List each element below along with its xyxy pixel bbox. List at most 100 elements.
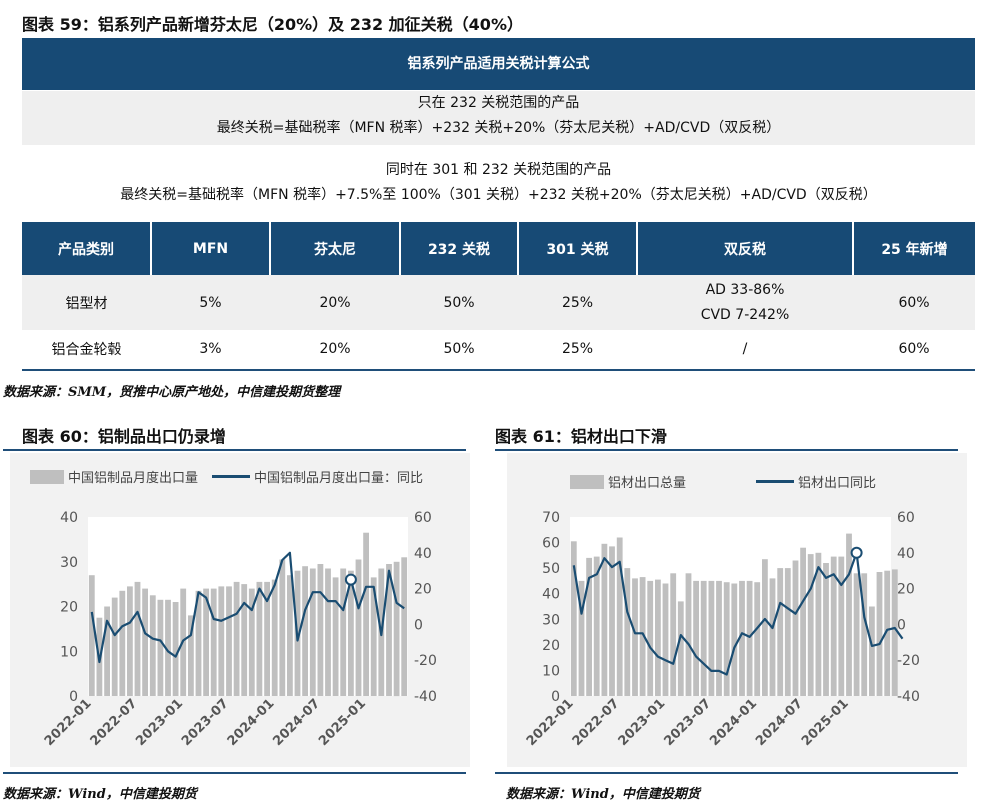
bar — [401, 557, 408, 696]
legend-line-swatch — [212, 475, 251, 478]
cell-new25: 60% — [853, 330, 975, 368]
formula1-text: 最终关税=基础税率（MFN 税率）+232 关税+20%（芬太尼关税）+AD/C… — [216, 120, 781, 136]
x-tick-label: 2022-07 — [570, 696, 623, 749]
bar — [332, 577, 339, 696]
y-left-tick-label: 10 — [60, 644, 78, 660]
fig60-source: 数据来源：Wind，中信建投期货 — [3, 787, 197, 802]
cell-adcvd: AD 33-86% CVD 7-242% — [637, 275, 853, 330]
col-header: 产品类别 — [22, 222, 152, 275]
bar — [846, 533, 852, 696]
x-tick-label: 2023-01 — [133, 696, 186, 749]
cell-adcvd: / — [637, 330, 853, 368]
y-right-tick-label: -20 — [414, 653, 437, 669]
col-header: 25 年新增 — [853, 222, 975, 275]
bar — [279, 559, 286, 696]
bar — [570, 541, 577, 696]
bar — [203, 588, 209, 696]
bar — [723, 582, 730, 696]
bar — [172, 602, 179, 696]
y-left-tick-label: 20 — [60, 600, 78, 616]
bar — [348, 570, 354, 696]
bar — [355, 559, 362, 696]
y-left-tick-label: 30 — [60, 555, 78, 571]
col-header: 232 关税 — [400, 222, 519, 275]
fig61-source: 数据来源：Wind，中信建投期货 — [506, 787, 700, 802]
plot-area — [570, 517, 891, 696]
bar — [662, 583, 669, 696]
cell-301: 25% — [518, 275, 637, 330]
bar — [716, 580, 722, 696]
table-header-row: 产品类别 MFN 芬太尼 232 关税 301 关税 双反税 25 年新增 — [22, 222, 975, 275]
cell-name: 铝型材 — [22, 275, 151, 330]
bar — [317, 564, 324, 696]
y-right-tick-label: 60 — [414, 510, 432, 526]
chart61-legend: 铝材出口总量 铝材出口同比 — [570, 472, 876, 491]
bar — [639, 577, 646, 696]
bar — [370, 577, 377, 696]
y-left-tick-label: 50 — [542, 561, 560, 577]
formula1-block: 只在 232 关税范围的产品 最终关税=基础税率（MFN 税率）+232 关税+… — [22, 91, 975, 145]
chart60-legend: 中国铝制品月度出口量 中国铝制品月度出口量：同比 — [30, 467, 423, 486]
col-header: MFN — [151, 222, 271, 275]
y-right-tick-label: 40 — [897, 546, 915, 562]
formula2-block: 同时在 301 和 232 关税范围的产品 最终关税=基础税率（MFN 税率）+… — [22, 158, 975, 212]
cell-new25: 60% — [853, 275, 975, 330]
bar — [241, 584, 248, 696]
divider — [3, 449, 466, 451]
y-right-tick-label: 0 — [897, 617, 906, 633]
bar — [815, 552, 822, 696]
cell-cvd: CVD 7-242% — [700, 306, 790, 323]
fig61-title: 图表 61：铝材出口下滑 — [495, 427, 667, 446]
col-header: 301 关税 — [518, 222, 638, 275]
bar — [111, 597, 118, 696]
y-left-tick-label: 40 — [542, 587, 560, 603]
y-left-tick-label: 0 — [69, 689, 78, 705]
legend-bar-label: 中国铝制品月度出口量 — [68, 471, 199, 486]
bar — [386, 564, 392, 696]
bar — [157, 599, 164, 696]
divider — [22, 369, 975, 371]
bar — [271, 579, 278, 696]
legend-line-label: 铝材出口同比 — [798, 476, 877, 491]
series-line — [572, 551, 904, 676]
bar — [393, 561, 400, 697]
x-tick-label: 2022-07 — [88, 696, 141, 749]
formula2-text: 最终关税=基础税率（MFN 税率）+7.5%至 100%（301 关税）+232… — [120, 187, 877, 203]
chart61-panel: 0 10 20 30 40 50 60 70 -40 -20 0 20 40 60 2022-01 2022-… — [507, 453, 967, 767]
bar — [302, 566, 308, 696]
bar — [256, 581, 263, 696]
bar — [195, 590, 202, 696]
bar — [127, 586, 133, 696]
bar — [876, 572, 883, 696]
formula1-title: 只在 232 关税范围的产品 — [417, 95, 580, 111]
table-row: 铝合金轮毂 3% 20% 50% 25% / 60% — [22, 330, 975, 368]
bar — [823, 563, 829, 696]
y-left-tick-label: 0 — [551, 689, 560, 705]
bar — [165, 599, 171, 696]
legend-bar-swatch — [570, 474, 604, 489]
highlight-point — [344, 573, 357, 586]
bar — [830, 556, 837, 696]
bar — [800, 547, 806, 696]
bar — [586, 557, 592, 696]
bar — [693, 580, 699, 696]
bar — [104, 606, 110, 696]
formula2-title: 同时在 301 和 232 关税范围的产品 — [385, 162, 612, 178]
bar — [226, 586, 232, 696]
cell-301: 25% — [518, 330, 637, 368]
cell-fentanyl: 20% — [270, 275, 400, 330]
fig59-source: 数据来源：SMM，贸推中心原产地处，中信建投期货整理 — [3, 385, 341, 400]
divider — [495, 449, 958, 451]
x-tick-label: 2024-07 — [753, 696, 806, 749]
divider — [495, 772, 958, 774]
bar — [363, 532, 369, 696]
bar — [762, 559, 768, 696]
bar — [754, 582, 761, 696]
divider — [3, 772, 466, 774]
formula-header: 铝系列产品适用关税计算公式 — [22, 38, 975, 90]
legend-line-label: 中国铝制品月度出口量：同比 — [254, 471, 424, 486]
y-left-tick-label: 30 — [542, 612, 560, 628]
bar — [769, 578, 776, 696]
y-left-tick-label: 20 — [542, 638, 560, 654]
bar — [601, 543, 608, 696]
